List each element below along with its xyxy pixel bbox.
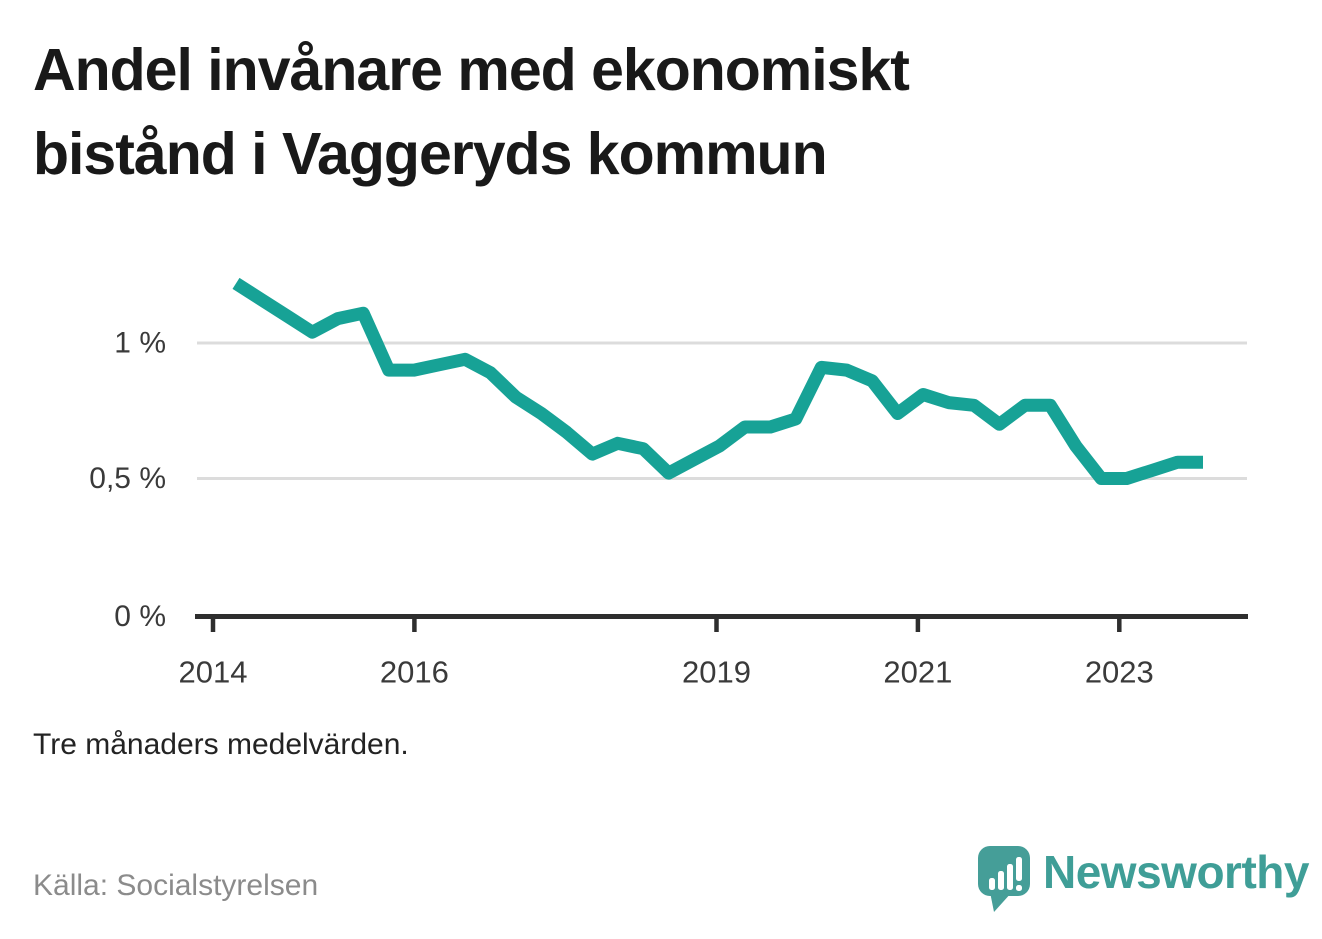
x-axis-tick-label: 2014	[179, 654, 248, 689]
chart-note: Tre månaders medelvärden.	[33, 728, 409, 761]
x-axis-tick-label: 2023	[1085, 654, 1154, 689]
x-axis-tick-label: 2016	[380, 654, 449, 689]
newsworthy-wordmark: Newsworthy	[1043, 846, 1309, 898]
x-axis-tick-label: 2019	[682, 654, 751, 689]
chart-title: Andel invånare med ekonomiskt bistånd i …	[33, 28, 1233, 196]
newsworthy-logo: Newsworthy	[978, 846, 1309, 912]
source-text: Källa: Socialstyrelsen	[33, 869, 319, 902]
trend-line	[232, 277, 1203, 485]
y-axis-tick-label: 1 %	[114, 327, 166, 360]
newsworthy-speech-bubble-icon	[978, 846, 1030, 912]
x-axis-tick-label: 2021	[883, 654, 952, 689]
y-axis-tick-label: 0 %	[114, 600, 166, 633]
y-axis-tick-label: 0,5 %	[89, 462, 166, 495]
chart-title-line1: Andel invånare med ekonomiskt	[33, 37, 910, 103]
chart-title-line2: bistånd i Vaggeryds kommun	[33, 121, 828, 187]
